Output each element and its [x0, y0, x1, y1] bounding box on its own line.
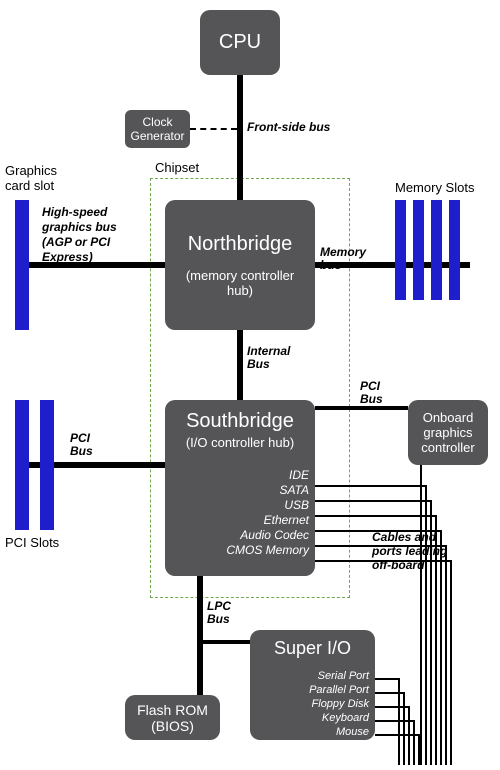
cpu-title: CPU: [200, 31, 280, 54]
label-pci-slots: PCI Slots: [5, 535, 59, 550]
port-line-sata: [315, 500, 430, 502]
memory-slot-3: [431, 200, 442, 300]
sio-bend-3: [408, 706, 410, 765]
sio-keyboard: Keyboard: [250, 711, 369, 725]
clockgen-l1: Clock: [125, 115, 190, 129]
label-pcibus2: PCI Bus: [360, 380, 400, 406]
south-title: Southbridge: [165, 410, 315, 433]
superio-title: Super I/O: [250, 638, 375, 659]
port-bend-5: [445, 545, 447, 765]
sio-floppy: Floppy Disk: [250, 697, 369, 711]
label-mem-slots: Memory Slots: [395, 180, 474, 195]
bus-internal: [237, 330, 243, 400]
sio-line-5: [375, 734, 418, 736]
ogc-l1: Onboard: [408, 410, 488, 425]
south-sub: (I/O controller hub): [165, 435, 315, 450]
port-ide: IDE: [165, 468, 309, 483]
sio-mouse: Mouse: [250, 725, 369, 739]
graphics-card-slot: [15, 200, 29, 330]
sio-serial: Serial Port: [250, 669, 369, 683]
south-port-list: IDE SATA USB Ethernet Audio Codec CMOS M…: [165, 468, 315, 558]
ogc-l3: controller: [408, 440, 488, 455]
sio-parallel: Parallel Port: [250, 683, 369, 697]
bus-pci-ogc: [315, 406, 408, 410]
label-fsb: Front-side bus: [247, 120, 330, 134]
memory-slot-2: [413, 200, 424, 300]
bios-l1: Flash ROM: [125, 702, 220, 718]
sio-bend-5: [418, 734, 420, 765]
ogc-l2: graphics: [408, 425, 488, 440]
bus-lpc-v: [197, 576, 203, 714]
pci-slot-2: [40, 400, 54, 530]
port-bend-6: [450, 560, 452, 765]
port-line-usb: [315, 515, 435, 517]
label-pcibus: PCI Bus: [70, 432, 110, 458]
ogc-line-down: [420, 465, 422, 765]
clockgen-l2: Generator: [125, 129, 190, 143]
ogc-node: Onboard graphics controller: [408, 400, 488, 465]
bios-l2: (BIOS): [125, 718, 220, 734]
bus-fsb: [237, 75, 243, 200]
port-audio: Audio Codec: [165, 528, 309, 543]
port-eth: Ethernet: [165, 513, 309, 528]
label-lpcbus: LPC Bus: [207, 600, 247, 626]
label-intbus: Internal Bus: [247, 345, 307, 371]
north-sub: (memory controller hub): [165, 268, 315, 298]
sio-bend-1: [398, 678, 400, 765]
sio-bend-4: [413, 720, 415, 765]
memory-slot-1: [395, 200, 406, 300]
bus-lpc-to-superio: [197, 640, 250, 644]
bus-clock: [190, 128, 237, 130]
label-chipset: Chipset: [155, 160, 199, 175]
clockgen-node: Clock Generator: [125, 110, 190, 148]
port-line-ide: [315, 485, 425, 487]
label-membus: Memory bus: [320, 246, 380, 272]
port-sata: SATA: [165, 483, 309, 498]
port-bend-1: [425, 485, 427, 765]
sio-line-1: [375, 678, 398, 680]
label-cables: Cables and ports leading off-board: [372, 530, 447, 572]
port-cmos: CMOS Memory: [165, 543, 309, 558]
superio-node: Super I/O Serial Port Parallel Port Flop…: [250, 630, 375, 740]
bios-node: Flash ROM (BIOS): [125, 695, 220, 740]
cpu-node: CPU: [200, 10, 280, 75]
memory-slot-4: [449, 200, 460, 300]
label-hsgb: High-speed graphics bus (AGP or PCI Expr…: [42, 205, 117, 265]
superio-port-list: Serial Port Parallel Port Floppy Disk Ke…: [250, 669, 375, 739]
label-gfx-slot: Graphics card slot: [5, 163, 85, 193]
sio-bend-2: [403, 692, 405, 765]
pci-slot-1: [15, 400, 29, 530]
north-title: Northbridge: [165, 233, 315, 256]
port-usb: USB: [165, 498, 309, 513]
southbridge-node: Southbridge (I/O controller hub) IDE SAT…: [165, 400, 315, 576]
northbridge-node: Northbridge (memory controller hub): [165, 200, 315, 330]
